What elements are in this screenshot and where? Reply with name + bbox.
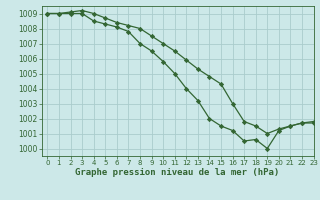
X-axis label: Graphe pression niveau de la mer (hPa): Graphe pression niveau de la mer (hPa) xyxy=(76,168,280,177)
